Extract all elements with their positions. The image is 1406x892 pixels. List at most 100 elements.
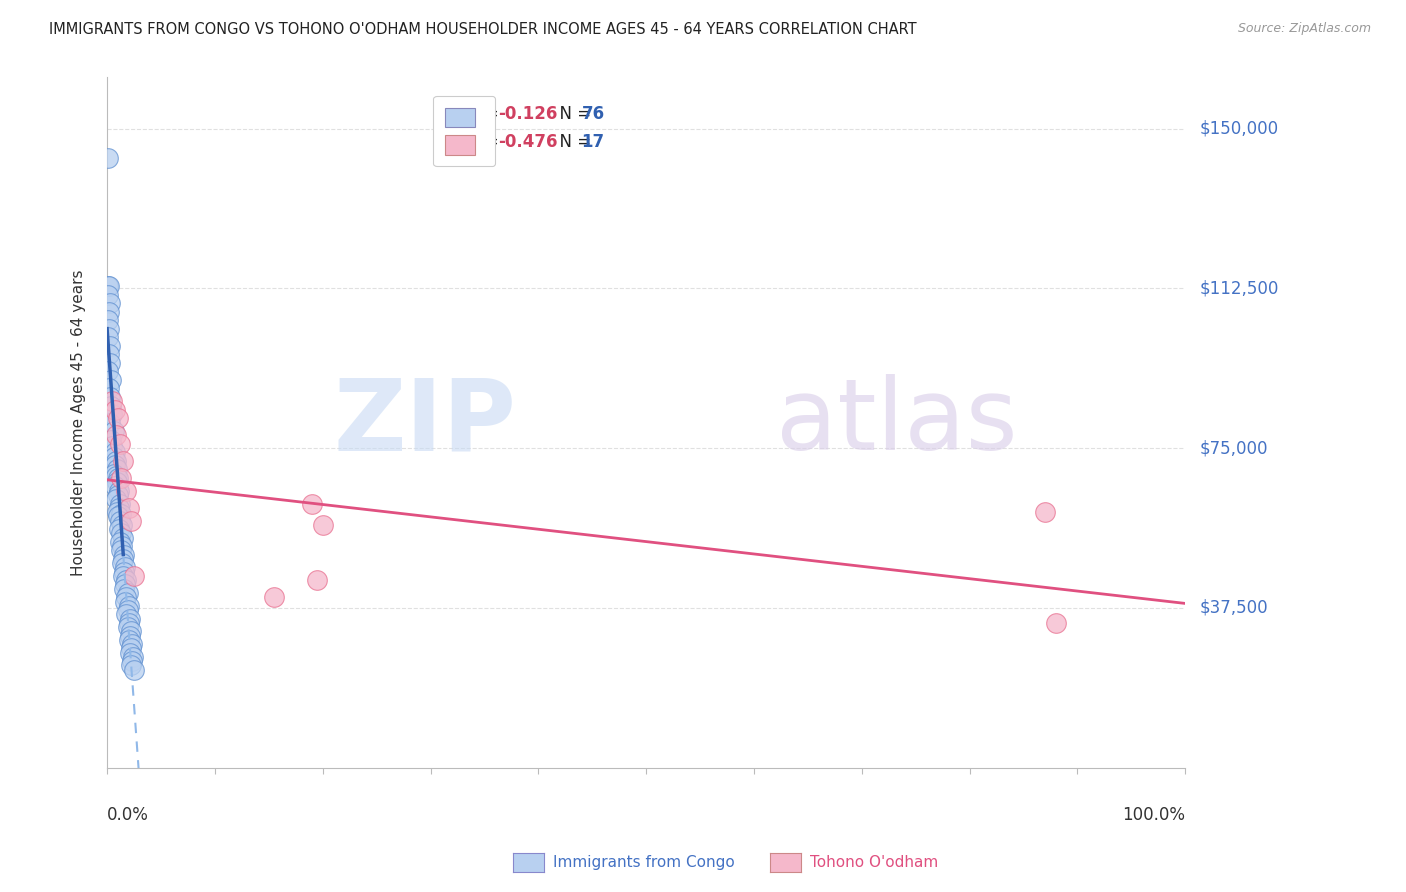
Point (110, 471, 132, 485)
Point (312, 517, 335, 532)
Text: atlas: atlas (776, 374, 1017, 471)
Point (115, 573, 138, 587)
Point (117, 500, 139, 515)
Point (108, 514, 131, 528)
Text: -0.476: -0.476 (499, 133, 558, 151)
Text: ZIP: ZIP (333, 374, 517, 471)
Point (97, 364, 120, 378)
Point (97, 330, 120, 344)
Point (112, 569, 135, 583)
Point (121, 637, 143, 651)
Point (108, 483, 131, 498)
Point (98, 382, 121, 396)
Point (118, 629, 141, 643)
Point (98, 416, 121, 430)
Point (118, 611, 141, 625)
Text: N =: N = (550, 133, 596, 151)
Point (98, 339, 121, 353)
Point (1045, 615, 1067, 630)
Point (122, 663, 145, 677)
Text: R =: R = (468, 133, 505, 151)
Point (100, 433, 122, 447)
Point (103, 424, 125, 438)
Point (108, 437, 131, 451)
Point (100, 399, 122, 413)
Point (103, 467, 125, 481)
Point (97, 287, 120, 301)
Point (97, 313, 120, 327)
Point (104, 428, 127, 442)
Point (122, 649, 145, 664)
Point (104, 492, 127, 507)
Point (112, 552, 135, 566)
Text: $37,500: $37,500 (1199, 599, 1268, 617)
Point (117, 599, 139, 613)
Text: R =: R = (468, 105, 505, 123)
Legend: , : , (433, 96, 495, 166)
Point (105, 505, 128, 519)
Point (101, 407, 124, 421)
Point (98, 322, 121, 336)
Point (97, 279, 120, 293)
Point (121, 654, 143, 668)
Point (112, 531, 135, 545)
Point (98, 390, 121, 404)
Point (120, 641, 142, 656)
Text: $112,500: $112,500 (1199, 279, 1278, 297)
Point (120, 624, 142, 639)
Point (98, 296, 121, 310)
Y-axis label: Householder Income Ages 45 - 64 years: Householder Income Ages 45 - 64 years (72, 269, 86, 576)
Point (110, 507, 132, 521)
Point (111, 517, 134, 532)
Point (98, 356, 121, 370)
Point (307, 573, 329, 587)
Point (103, 450, 125, 464)
Point (112, 582, 135, 596)
Point (104, 468, 127, 483)
Point (105, 462, 128, 476)
Point (111, 539, 134, 553)
Point (115, 483, 138, 498)
Point (104, 454, 127, 468)
Point (117, 620, 139, 634)
Point (104, 458, 127, 473)
Point (112, 565, 135, 579)
Point (112, 454, 135, 468)
Point (122, 569, 145, 583)
Point (1033, 505, 1056, 519)
Point (107, 488, 129, 502)
Point (108, 496, 131, 510)
Point (107, 471, 129, 485)
Point (104, 402, 127, 417)
Point (98, 305, 121, 319)
Text: 76: 76 (582, 105, 605, 123)
Point (117, 586, 139, 600)
Point (97, 152, 120, 166)
Text: 100.0%: 100.0% (1122, 805, 1185, 823)
Point (115, 607, 138, 622)
Point (114, 577, 136, 591)
Point (98, 347, 121, 361)
Point (105, 475, 128, 490)
Point (117, 615, 139, 630)
Point (101, 394, 124, 409)
Text: 17: 17 (582, 133, 605, 151)
Point (111, 556, 134, 570)
Point (117, 603, 139, 617)
Point (120, 658, 142, 673)
Point (114, 594, 136, 608)
Point (104, 445, 127, 459)
Point (114, 560, 136, 574)
Point (104, 479, 127, 493)
Point (118, 646, 141, 660)
Point (101, 439, 124, 453)
Point (107, 411, 129, 425)
Point (115, 591, 138, 605)
Text: $150,000: $150,000 (1199, 120, 1278, 137)
Point (108, 522, 131, 536)
Text: Immigrants from Congo: Immigrants from Congo (553, 855, 734, 870)
Text: Tohono O'odham: Tohono O'odham (810, 855, 938, 870)
Point (98, 279, 121, 293)
Point (108, 500, 131, 515)
Point (120, 514, 142, 528)
